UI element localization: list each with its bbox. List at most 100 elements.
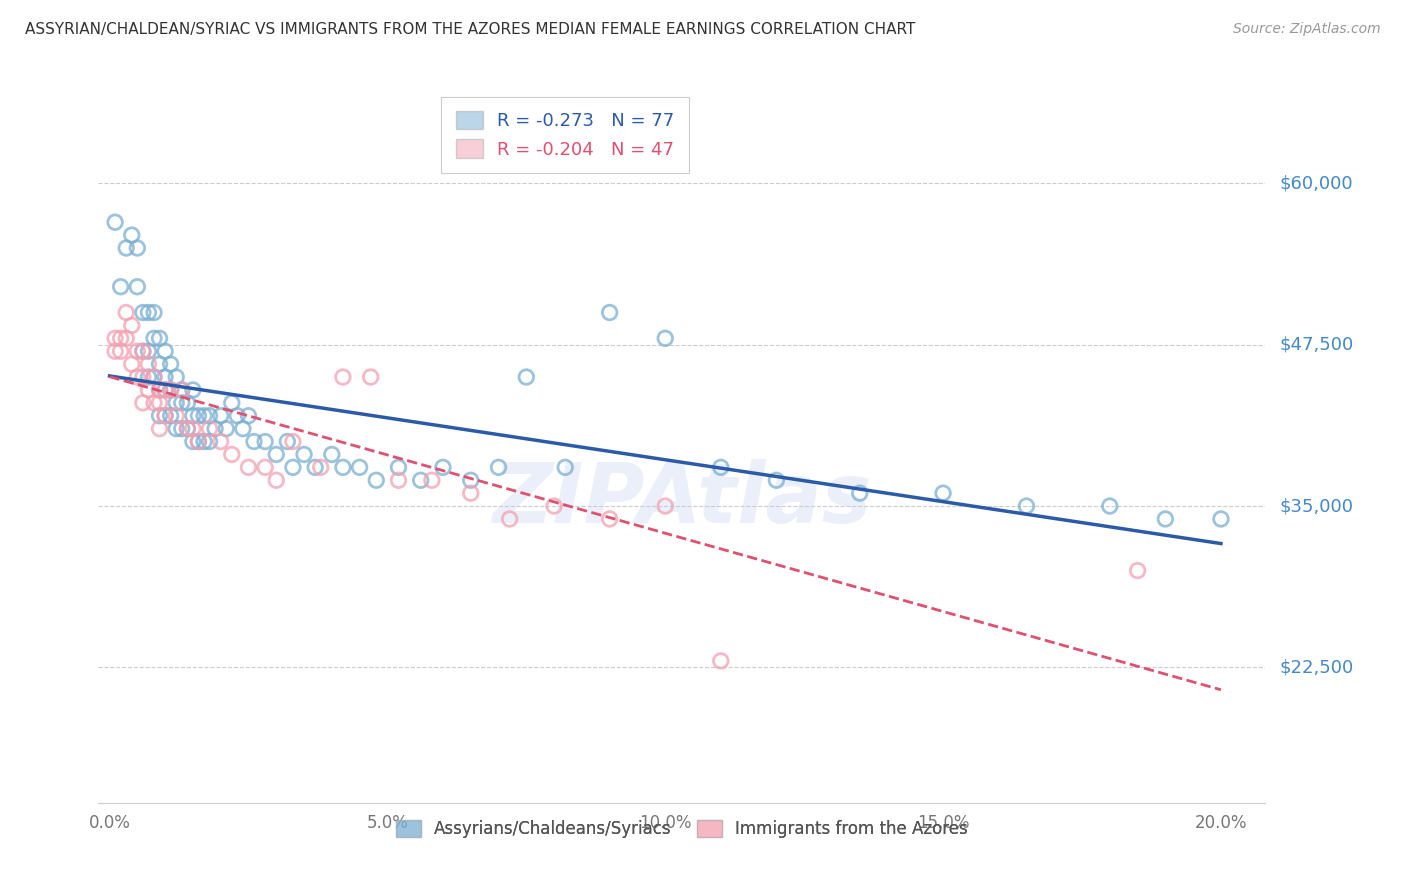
Text: Source: ZipAtlas.com: Source: ZipAtlas.com [1233, 22, 1381, 37]
Point [132, 344, 155, 359]
Point [281, 460, 304, 475]
Point [148, 396, 170, 410]
Point [209, 434, 232, 449]
Point [215, 422, 238, 436]
Point [148, 409, 170, 423]
Point [710, 460, 733, 475]
Point [1154, 512, 1177, 526]
Point [153, 370, 176, 384]
Point [143, 305, 166, 319]
Point [254, 460, 277, 475]
Point [153, 409, 176, 423]
Point [165, 370, 187, 384]
Point [599, 512, 621, 526]
Point [488, 460, 510, 475]
Point [198, 434, 221, 449]
Point [181, 434, 204, 449]
Point [243, 434, 266, 449]
Point [710, 654, 733, 668]
Point [176, 422, 198, 436]
Point [181, 383, 204, 397]
Point [170, 383, 193, 397]
Point [132, 344, 155, 359]
Point [543, 499, 565, 513]
Point [127, 279, 149, 293]
Point [599, 305, 621, 319]
Point [276, 434, 298, 449]
Point [138, 370, 160, 384]
Point [332, 370, 354, 384]
Point [176, 422, 198, 436]
Point [115, 241, 138, 255]
Point [127, 370, 149, 384]
Text: $60,000: $60,000 [1279, 175, 1353, 193]
Point [181, 422, 204, 436]
Point [654, 331, 676, 345]
Point [932, 486, 955, 500]
Point [181, 409, 204, 423]
Point [153, 409, 176, 423]
Point [238, 460, 260, 475]
Point [187, 434, 209, 449]
Point [165, 422, 187, 436]
Point [143, 331, 166, 345]
Point [848, 486, 870, 500]
Point [765, 473, 787, 487]
Point [104, 331, 127, 345]
Point [115, 305, 138, 319]
Point [554, 460, 576, 475]
Point [281, 434, 304, 449]
Point [226, 409, 249, 423]
Text: $22,500: $22,500 [1279, 658, 1354, 676]
Point [159, 357, 181, 371]
Point [110, 279, 132, 293]
Point [264, 447, 287, 461]
Point [292, 447, 315, 461]
Point [432, 460, 454, 475]
Point [143, 370, 166, 384]
Point [115, 331, 138, 345]
Point [153, 383, 176, 397]
Text: $47,500: $47,500 [1279, 335, 1354, 354]
Point [387, 473, 409, 487]
Point [104, 344, 127, 359]
Point [349, 460, 371, 475]
Point [232, 422, 254, 436]
Point [132, 305, 155, 319]
Point [515, 370, 537, 384]
Point [221, 447, 243, 461]
Point [121, 318, 143, 333]
Point [198, 422, 221, 436]
Point [264, 473, 287, 487]
Point [132, 396, 155, 410]
Point [104, 215, 127, 229]
Point [332, 460, 354, 475]
Point [148, 383, 170, 397]
Text: $35,000: $35,000 [1279, 497, 1354, 515]
Point [110, 331, 132, 345]
Point [159, 383, 181, 397]
Point [176, 396, 198, 410]
Point [153, 344, 176, 359]
Point [409, 473, 432, 487]
Point [387, 460, 409, 475]
Point [1098, 499, 1121, 513]
Point [170, 422, 193, 436]
Point [309, 460, 332, 475]
Point [204, 422, 226, 436]
Point [121, 357, 143, 371]
Point [193, 434, 215, 449]
Point [165, 409, 187, 423]
Point [143, 396, 166, 410]
Point [153, 383, 176, 397]
Point [187, 409, 209, 423]
Point [138, 383, 160, 397]
Point [170, 396, 193, 410]
Point [148, 331, 170, 345]
Point [254, 434, 277, 449]
Point [138, 357, 160, 371]
Text: ASSYRIAN/CHALDEAN/SYRIAC VS IMMIGRANTS FROM THE AZORES MEDIAN FEMALE EARNINGS CO: ASSYRIAN/CHALDEAN/SYRIAC VS IMMIGRANTS F… [25, 22, 915, 37]
Point [221, 396, 243, 410]
Point [1126, 564, 1149, 578]
Point [1015, 499, 1038, 513]
